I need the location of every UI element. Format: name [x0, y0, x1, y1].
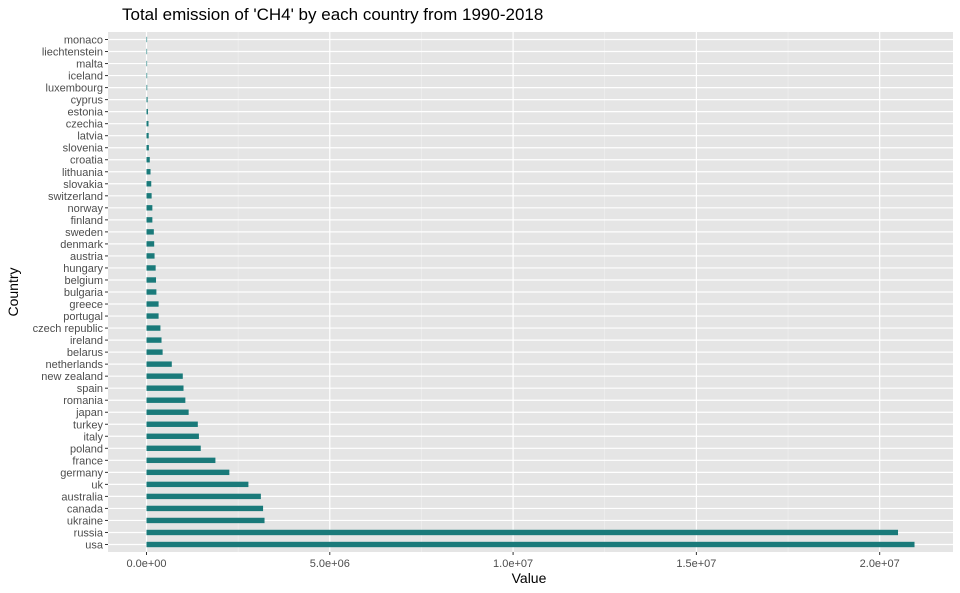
bar: [146, 265, 156, 271]
bar: [146, 289, 157, 295]
y-tick-label: portugal: [63, 311, 103, 323]
y-tick-label: usa: [85, 540, 104, 552]
bar: [146, 108, 148, 115]
y-axis-title: Country: [5, 267, 21, 316]
bar: [146, 445, 201, 452]
y-tick-label: czechia: [66, 119, 104, 131]
y-tick-label: latvia: [77, 131, 104, 143]
y-tick-label: slovenia: [63, 143, 104, 155]
y-tick-label: russia: [74, 527, 104, 539]
y-tick-label: switzerland: [48, 191, 103, 203]
bar: [146, 337, 162, 343]
y-tick-label: malta: [76, 59, 104, 71]
y-tick-label: monaco: [64, 35, 103, 47]
y-tick-label: austria: [70, 251, 104, 263]
bar: [146, 48, 148, 55]
bar: [146, 157, 150, 163]
y-tick-label: sweden: [65, 227, 103, 239]
y-tick-label: spain: [77, 383, 103, 395]
bars: [146, 36, 915, 548]
y-tick-label: italy: [83, 431, 103, 443]
bar: [146, 529, 899, 536]
bar: [146, 301, 159, 307]
y-tick-label: estonia: [68, 107, 104, 119]
bar: [146, 349, 163, 355]
x-axis: 0.0e+00 5.0e+06 1.0e+07 1.5e+07 2.0e+07: [126, 552, 900, 570]
x-tick-label: 0.0e+00: [126, 558, 166, 570]
y-axis: usarussiaukrainecanadaaustraliaukgermany…: [33, 35, 108, 552]
y-tick-label: bulgaria: [64, 287, 104, 299]
y-tick-label: greece: [69, 299, 103, 311]
y-tick-label: slovakia: [63, 179, 104, 191]
bar: [146, 36, 148, 43]
bar: [146, 205, 153, 211]
x-tick-label: 5.0e+06: [310, 558, 350, 570]
bar: [146, 72, 148, 79]
bar: [146, 229, 154, 235]
bar: [146, 241, 155, 247]
bar: [146, 517, 265, 524]
bar: [146, 373, 183, 379]
bar: [146, 193, 152, 199]
y-tick-label: poland: [70, 443, 103, 455]
bar: [146, 60, 148, 67]
y-tick-label: australia: [61, 491, 103, 503]
bar: [146, 421, 198, 427]
bar: [146, 409, 189, 415]
y-tick-label: netherlands: [46, 359, 104, 371]
y-tick-label: norway: [68, 203, 104, 215]
bar: [146, 361, 172, 367]
y-tick-label: france: [72, 455, 103, 467]
y-tick-label: croatia: [70, 155, 104, 167]
x-tick-label: 1.5e+07: [676, 558, 716, 570]
bar: [146, 457, 216, 464]
y-tick-label: turkey: [73, 419, 103, 431]
y-tick-label: canada: [67, 503, 104, 515]
y-tick-label: cyprus: [71, 95, 104, 107]
bar: [146, 325, 161, 331]
x-tick-label: 1.0e+07: [493, 558, 533, 570]
bar: [146, 181, 152, 187]
y-tick-label: ukraine: [67, 515, 103, 527]
bar: [146, 433, 199, 439]
x-tick-label: 2.0e+07: [860, 558, 900, 570]
y-tick-label: lithuania: [62, 167, 104, 179]
bar: [146, 217, 153, 223]
bar: [146, 145, 149, 151]
y-tick-label: iceland: [68, 71, 103, 83]
bar: [146, 505, 264, 512]
y-tick-label: czech republic: [33, 323, 104, 335]
bar: [146, 541, 915, 548]
bar: [146, 120, 149, 127]
bar: [146, 277, 157, 283]
y-tick-label: hungary: [63, 263, 103, 275]
y-tick-label: uk: [91, 479, 103, 491]
y-tick-label: ireland: [70, 335, 103, 347]
bar: [146, 253, 155, 259]
y-tick-label: germany: [60, 467, 103, 479]
y-tick-label: finland: [71, 215, 103, 227]
bar: [146, 96, 148, 103]
bar: [146, 84, 148, 91]
y-tick-label: japan: [75, 407, 103, 419]
y-tick-label: belgium: [64, 275, 103, 287]
x-axis-title: Value: [512, 570, 547, 586]
y-tick-label: belarus: [67, 347, 104, 359]
bar: [146, 481, 249, 488]
bar: [146, 493, 261, 500]
bar: [146, 385, 184, 391]
bar: [146, 469, 230, 476]
y-tick-label: denmark: [60, 239, 103, 251]
bar: [146, 313, 159, 319]
bar: [146, 132, 149, 139]
y-tick-label: new zealand: [41, 371, 103, 383]
y-tick-label: liechtenstein: [42, 47, 103, 59]
y-tick-label: luxembourg: [46, 83, 103, 95]
y-tick-label: romania: [63, 395, 104, 407]
bar: [146, 169, 151, 175]
chart-title: Total emission of 'CH4' by each country …: [122, 5, 543, 24]
bar: [146, 397, 186, 403]
